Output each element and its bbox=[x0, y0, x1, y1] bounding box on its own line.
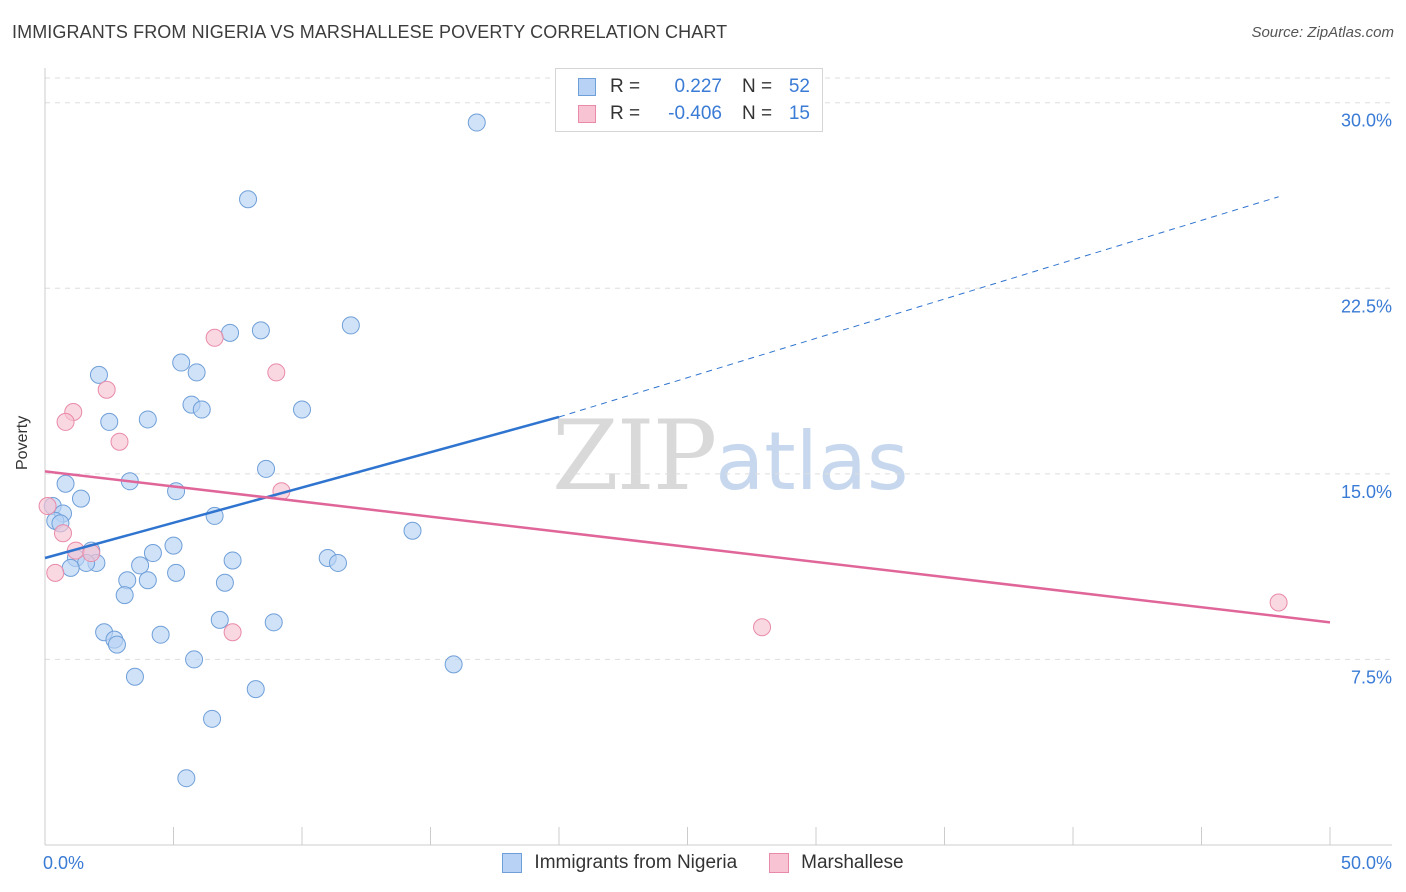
stats-legend: R = 0.227 N = 52 R = -0.406 N = 15 bbox=[555, 68, 823, 132]
series-legend-nigeria[interactable]: Immigrants from Nigeria bbox=[502, 852, 737, 874]
marshallese-point bbox=[267, 363, 286, 382]
nigeria-point bbox=[221, 323, 240, 342]
nigeria-point bbox=[328, 553, 347, 572]
marshallese-point bbox=[223, 623, 242, 642]
legend-r-label: R = bbox=[610, 103, 641, 124]
nigeria-point bbox=[187, 363, 206, 382]
nigeria-point bbox=[138, 571, 157, 590]
nigeria-point bbox=[444, 655, 463, 674]
nigeria-point bbox=[467, 113, 486, 132]
nigeria-point bbox=[107, 635, 126, 654]
series-legend-label: Marshallese bbox=[801, 852, 904, 873]
nigeria-point bbox=[71, 489, 90, 508]
legend-swatch-blue bbox=[578, 78, 596, 96]
nigeria-point bbox=[177, 769, 196, 788]
legend-n-label: N = bbox=[742, 76, 773, 97]
marshallese-point bbox=[1269, 593, 1288, 612]
nigeria-point bbox=[131, 556, 150, 575]
nigeria-trend-line bbox=[44, 415, 560, 560]
legend-n-value: 52 bbox=[788, 76, 810, 97]
marshallese-point bbox=[753, 618, 772, 637]
nigeria-point bbox=[215, 573, 234, 592]
marshallese-point bbox=[46, 563, 65, 582]
nigeria-trend-extension bbox=[558, 196, 1279, 418]
nigeria-point bbox=[172, 353, 191, 372]
nigeria-point bbox=[118, 571, 137, 590]
nigeria-point bbox=[203, 709, 222, 728]
nigeria-point bbox=[89, 365, 108, 384]
y-tick-label: 22.5% bbox=[1341, 296, 1392, 316]
legend-swatch-pink bbox=[578, 105, 596, 123]
nigeria-point bbox=[151, 625, 170, 644]
x-tick-label: 0.0% bbox=[43, 853, 84, 873]
marshallese-trend-line bbox=[44, 470, 1331, 624]
nigeria-point bbox=[223, 551, 242, 570]
watermark: ZIPatlas bbox=[552, 400, 909, 512]
source-label: Source: ZipAtlas.com bbox=[1251, 24, 1394, 41]
y-tick-label: 7.5% bbox=[1351, 667, 1392, 687]
marshallese-point bbox=[97, 380, 116, 399]
nigeria-point bbox=[341, 316, 360, 335]
nigeria-point bbox=[185, 650, 204, 669]
nigeria-point bbox=[264, 613, 283, 632]
legend-n-value: 15 bbox=[788, 103, 810, 124]
nigeria-point bbox=[164, 536, 183, 555]
chart-title: IMMIGRANTS FROM NIGERIA VS MARSHALLESE P… bbox=[12, 22, 728, 42]
series-swatch-pink bbox=[769, 853, 790, 873]
nigeria-point bbox=[257, 459, 276, 478]
nigeria-point bbox=[210, 610, 229, 629]
legend-r-value: -0.406 bbox=[668, 103, 722, 124]
y-tick-label: 30.0% bbox=[1341, 111, 1392, 131]
marshallese-point bbox=[205, 328, 224, 347]
nigeria-point bbox=[143, 544, 162, 563]
nigeria-point bbox=[138, 410, 157, 429]
nigeria-point bbox=[125, 667, 144, 686]
nigeria-point bbox=[239, 190, 258, 209]
watermark-zip: ZIP bbox=[552, 400, 717, 512]
nigeria-point bbox=[100, 412, 119, 431]
legend-n-label: N = bbox=[742, 103, 773, 124]
nigeria-point bbox=[56, 474, 75, 493]
series-swatch-blue bbox=[502, 853, 523, 873]
nigeria-point bbox=[167, 563, 186, 582]
legend-r-label: R = bbox=[610, 76, 641, 97]
series-legend-marshallese[interactable]: Marshallese bbox=[769, 852, 904, 874]
nigeria-point bbox=[293, 400, 311, 419]
legend-row-marshallese: R = -0.406 N = 15 bbox=[578, 102, 810, 126]
series-legend: Immigrants from Nigeria Marshallese bbox=[0, 852, 1406, 874]
watermark-atlas: atlas bbox=[715, 415, 909, 508]
nigeria-point bbox=[115, 586, 134, 605]
legend-row-nigeria: R = 0.227 N = 52 bbox=[578, 75, 810, 99]
marshallese-point bbox=[38, 497, 57, 516]
marshallese-point bbox=[110, 432, 129, 451]
y-tick-label: 15.0% bbox=[1341, 482, 1392, 502]
marshallese-point bbox=[53, 524, 72, 543]
series-legend-label: Immigrants from Nigeria bbox=[534, 852, 738, 873]
x-tick-label: 50.0% bbox=[1341, 853, 1392, 873]
nigeria-point bbox=[403, 521, 422, 540]
nigeria-point bbox=[192, 400, 211, 419]
legend-r-value: 0.227 bbox=[674, 76, 722, 97]
marshallese-point bbox=[56, 412, 75, 431]
nigeria-point bbox=[246, 680, 265, 699]
nigeria-point bbox=[251, 321, 270, 340]
nigeria-point bbox=[61, 558, 80, 577]
